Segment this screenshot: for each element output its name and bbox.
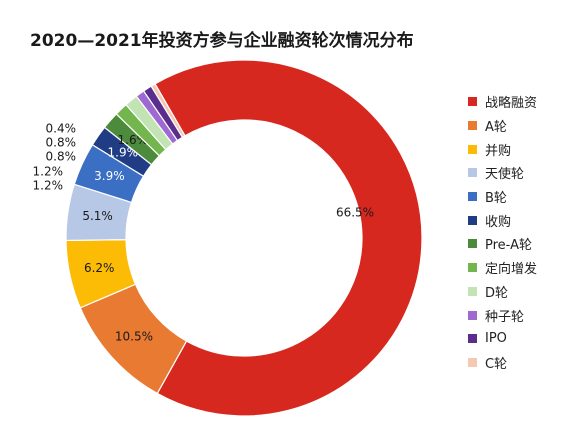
legend-label: 种子轮 xyxy=(485,309,525,325)
legend-label: Pre-A轮 xyxy=(485,238,532,254)
legend-label: 定向增发 xyxy=(485,262,538,278)
legend-label: D轮 xyxy=(485,285,509,301)
legend-swatch xyxy=(468,286,477,296)
legend-item: B轮 xyxy=(468,185,537,209)
legend-item: 收购 xyxy=(468,208,537,232)
data-label-5: 3.9% xyxy=(94,169,125,183)
legend-label: 战略融资 xyxy=(485,96,538,112)
legend-item: 战略融资 xyxy=(468,90,537,114)
data-label-10: 0.8% xyxy=(46,150,77,164)
legend-swatch xyxy=(468,263,477,273)
legend-label: 收购 xyxy=(485,214,512,230)
slice-12 xyxy=(150,83,186,139)
legend-swatch xyxy=(468,357,477,367)
slice-1 xyxy=(154,59,423,417)
legend-swatch xyxy=(468,192,477,202)
legend-swatch xyxy=(468,334,477,344)
legend-label: 并购 xyxy=(485,143,512,159)
data-label-3: 6.2% xyxy=(84,261,115,275)
legend-item: 定向增发 xyxy=(468,256,537,280)
legend-item: 并购 xyxy=(468,137,537,161)
data-label-8: 1.2% xyxy=(33,179,64,193)
data-label-6: 1.9% xyxy=(108,146,139,160)
data-label-4: 5.1% xyxy=(82,209,113,223)
legend: 战略融资 A轮并购天使轮 B轮收购 Pre-A轮 定向增发 D轮种子轮 IPO C轮 xyxy=(468,90,537,374)
legend-item: 天使轮 xyxy=(468,161,537,185)
legend-item: Pre-A轮 xyxy=(468,232,537,256)
legend-item: IPO xyxy=(468,327,537,351)
legend-swatch xyxy=(468,239,477,249)
data-label-12: 0.4% xyxy=(46,122,77,136)
legend-item: 种子轮 xyxy=(468,303,537,327)
data-label-9: 1.2% xyxy=(33,165,64,179)
legend-swatch xyxy=(468,215,477,225)
legend-swatch xyxy=(468,97,477,107)
legend-label: A轮 xyxy=(485,120,507,136)
legend-swatch xyxy=(468,144,477,154)
legend-swatch xyxy=(468,121,477,131)
data-label-1: 66.5% xyxy=(336,206,374,220)
legend-item: A轮 xyxy=(468,114,537,138)
legend-item: C轮 xyxy=(468,351,537,375)
legend-item: D轮 xyxy=(468,280,537,304)
chart-title: 2020—2021年投资方参与企业融资轮次情况分布 xyxy=(30,31,414,51)
legend-label: IPO xyxy=(485,331,507,347)
legend-swatch xyxy=(468,310,477,320)
legend-label: B轮 xyxy=(485,191,507,207)
data-label-11: 0.8% xyxy=(46,136,77,150)
legend-label: C轮 xyxy=(485,356,508,372)
legend-swatch xyxy=(468,168,477,178)
legend-label: 天使轮 xyxy=(485,167,525,183)
data-label-2: 10.5% xyxy=(115,329,153,343)
